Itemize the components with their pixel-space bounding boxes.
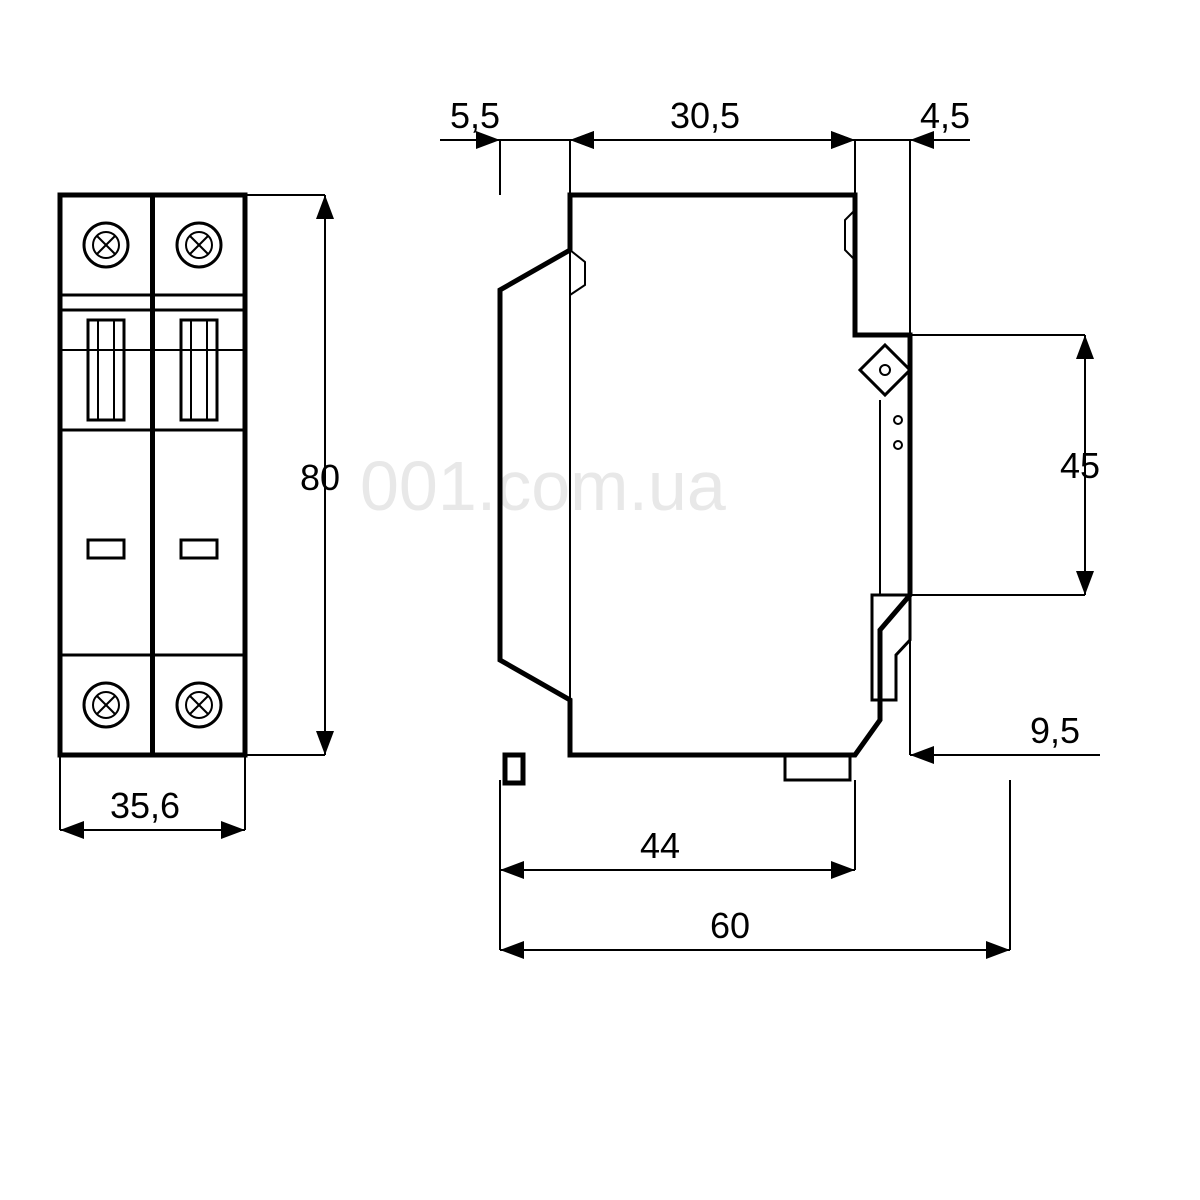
din-clip-top <box>860 345 910 395</box>
svg-text:80: 80 <box>300 457 340 498</box>
dim-t45r: 4,5 <box>795 95 970 335</box>
toggle-right <box>181 320 217 420</box>
dim-w356: 35,6 <box>60 755 245 839</box>
dim-r45: 45 <box>910 335 1100 595</box>
dimensions: 35,6 80 5,5 30,5 4,5 45 9,5 44 60 <box>60 95 1100 959</box>
dim-t305: 30,5 <box>570 95 855 195</box>
toggle-left <box>88 320 124 420</box>
watermark-text: 001.com.ua <box>360 447 726 525</box>
svg-text:60: 60 <box>710 905 750 946</box>
svg-text:9,5: 9,5 <box>1030 710 1080 751</box>
svg-text:5,5: 5,5 <box>450 95 500 136</box>
slot-left <box>88 540 124 558</box>
bottom-tab <box>785 755 850 780</box>
dim-r95: 9,5 <box>910 595 1100 764</box>
svg-text:44: 44 <box>640 825 680 866</box>
svg-text:30,5: 30,5 <box>670 95 740 136</box>
svg-text:35,6: 35,6 <box>110 785 180 826</box>
bottom-foot <box>505 755 523 783</box>
dim-h80: 80 <box>245 195 340 755</box>
screw-top-right <box>177 223 221 267</box>
slot-right <box>181 540 217 558</box>
technical-drawing: 001.com.ua <box>0 0 1200 1200</box>
dim-b44: 44 <box>500 780 855 879</box>
dim-t55: 5,5 <box>440 95 630 195</box>
screw-top-left <box>84 223 128 267</box>
screw-bot-right <box>177 683 221 727</box>
svg-text:45: 45 <box>1060 445 1100 486</box>
svg-text:4,5: 4,5 <box>920 95 970 136</box>
front-view <box>60 195 245 755</box>
screw-bot-left <box>84 683 128 727</box>
